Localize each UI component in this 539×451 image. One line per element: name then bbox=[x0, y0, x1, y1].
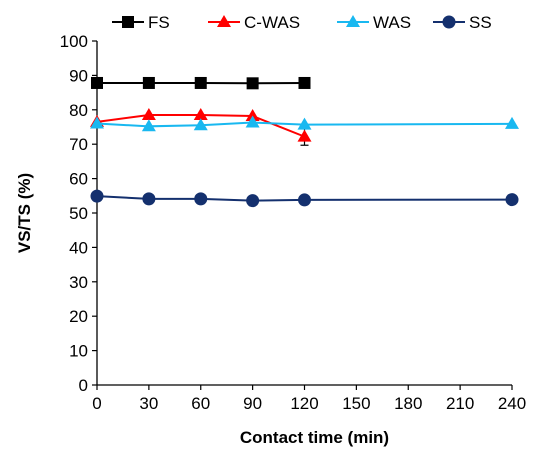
legend-entry-c-was: C-WAS bbox=[208, 13, 300, 32]
x-tick-label: 150 bbox=[342, 394, 370, 413]
legend-marker-c-was bbox=[217, 15, 231, 27]
y-tick-label: 70 bbox=[69, 135, 88, 154]
legend-marker-ss bbox=[442, 15, 456, 29]
x-axis-ticks: 0 30 60 90 120 150 180 210 240 bbox=[92, 385, 526, 413]
y-tick-label: 0 bbox=[79, 376, 88, 395]
legend-entry-fs: FS bbox=[112, 13, 170, 32]
data-point-ss bbox=[298, 193, 311, 207]
data-point-was bbox=[193, 118, 208, 131]
series-layer bbox=[90, 76, 519, 208]
legend-label: C-WAS bbox=[244, 13, 300, 32]
x-tick-label: 0 bbox=[92, 394, 101, 413]
series-was bbox=[90, 115, 519, 132]
data-point-c-was bbox=[193, 107, 208, 120]
data-point-was bbox=[297, 117, 312, 130]
y-tick-label: 60 bbox=[69, 170, 88, 189]
series-fs bbox=[91, 76, 311, 90]
y-tick-label: 40 bbox=[69, 238, 88, 257]
data-point-ss bbox=[505, 193, 519, 207]
data-point-ss bbox=[194, 192, 208, 206]
data-point-fs bbox=[246, 77, 259, 90]
data-point-was bbox=[505, 116, 519, 129]
x-tick-label: 120 bbox=[290, 394, 318, 413]
legend-marker-was bbox=[346, 15, 360, 27]
series-ss bbox=[90, 189, 519, 208]
legend-entry-was: WAS bbox=[337, 13, 411, 32]
axes bbox=[96, 41, 512, 386]
data-point-ss bbox=[246, 194, 260, 208]
legend-label: FS bbox=[148, 13, 170, 32]
data-point-was bbox=[245, 115, 260, 128]
x-tick-label: 240 bbox=[498, 394, 526, 413]
x-tick-label: 30 bbox=[139, 394, 158, 413]
data-point-c-was bbox=[141, 107, 156, 120]
y-axis-title: VS/TS (%) bbox=[15, 173, 34, 253]
data-point-fs bbox=[194, 76, 207, 89]
data-point-was bbox=[141, 119, 156, 132]
y-tick-label: 100 bbox=[60, 32, 88, 51]
y-tick-label: 90 bbox=[69, 66, 88, 85]
data-point-ss bbox=[90, 189, 104, 203]
data-point-fs bbox=[91, 76, 103, 89]
x-tick-label: 180 bbox=[394, 394, 422, 413]
data-point-c-was bbox=[245, 108, 260, 121]
legend-marker-fs bbox=[122, 16, 134, 28]
data-point-fs bbox=[142, 76, 155, 89]
y-axis-ticks: 0 10 20 30 40 50 60 70 80 90 100 bbox=[60, 32, 97, 395]
data-point-fs bbox=[298, 76, 311, 89]
y-tick-label: 20 bbox=[69, 307, 88, 326]
x-tick-label: 90 bbox=[243, 394, 262, 413]
data-point-ss bbox=[142, 192, 156, 206]
x-tick-label: 60 bbox=[191, 394, 210, 413]
y-tick-label: 80 bbox=[69, 101, 88, 120]
data-point-c-was bbox=[297, 129, 312, 142]
series-line-ss bbox=[96, 195, 513, 202]
legend-label: WAS bbox=[373, 13, 411, 32]
y-tick-label: 50 bbox=[69, 204, 88, 223]
series-line-was bbox=[96, 121, 513, 128]
legend-label: SS bbox=[469, 13, 492, 32]
data-point-was bbox=[90, 116, 104, 129]
x-axis-title: Contact time (min) bbox=[240, 428, 389, 447]
x-tick-label: 210 bbox=[446, 394, 474, 413]
legend-entry-ss: SS bbox=[433, 13, 492, 32]
legend: FS C-WAS WAS SS bbox=[112, 13, 492, 32]
y-tick-label: 30 bbox=[69, 273, 88, 292]
y-tick-label: 10 bbox=[69, 342, 88, 361]
